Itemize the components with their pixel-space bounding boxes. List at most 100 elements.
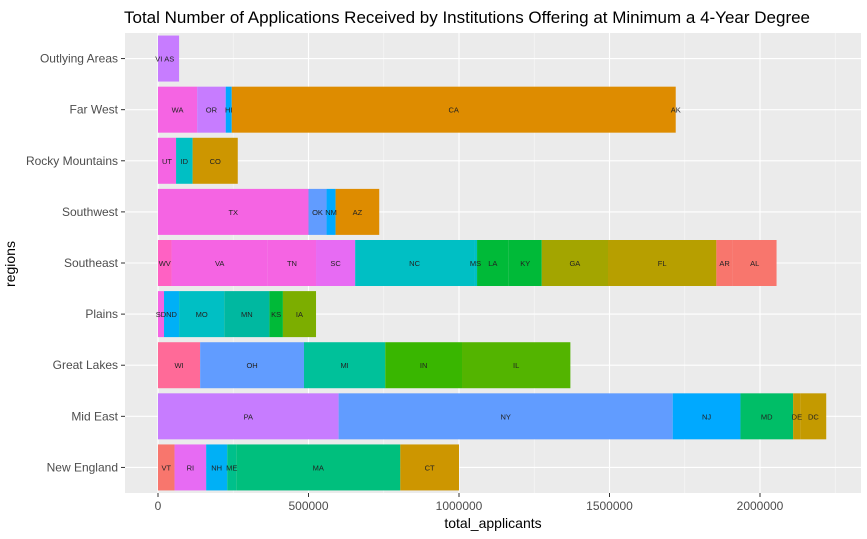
segment-label-ia: IA bbox=[296, 310, 303, 319]
bar-segment-pa bbox=[158, 393, 339, 440]
segment-label-ar: AR bbox=[719, 259, 730, 268]
segment-labels-layer: VT RI NH ME MA CT PA NY NJ MD DE DC WI OH MI IN IL SD ND MO… bbox=[155, 55, 819, 473]
bar-segment-mi bbox=[303, 342, 386, 389]
bars-layer bbox=[158, 35, 827, 491]
x-tick-label: 1000000 bbox=[436, 499, 483, 513]
bar-segment-dc bbox=[800, 393, 827, 440]
bar-segment-or bbox=[197, 86, 226, 133]
bar-segment-la bbox=[477, 240, 509, 286]
segment-label-de: DE bbox=[792, 412, 802, 421]
segment-label-me: ME bbox=[226, 463, 237, 472]
bar-segment-de bbox=[793, 393, 801, 440]
segment-label-oh: OH bbox=[246, 361, 257, 370]
segment-label-sc: SC bbox=[330, 259, 341, 268]
segment-label-wv: WV bbox=[159, 259, 171, 268]
y-tick-label: Outlying Areas bbox=[40, 52, 118, 66]
bar-segment-hi bbox=[225, 86, 232, 133]
x-tick-label: 1500000 bbox=[586, 499, 633, 513]
segment-label-ak: AK bbox=[671, 106, 681, 115]
bar-segment-ri bbox=[174, 444, 207, 491]
x-tick-label: 2000000 bbox=[737, 499, 784, 513]
segment-label-tn: TN bbox=[287, 259, 297, 268]
segment-label-ky: KY bbox=[520, 259, 530, 268]
bar-segment-al bbox=[732, 240, 777, 286]
segment-label-va: VA bbox=[215, 259, 224, 268]
segment-label-ny: NY bbox=[500, 412, 510, 421]
bar-segment-ct bbox=[400, 444, 459, 491]
segment-label-or: OR bbox=[206, 106, 218, 115]
bar-segment-ga bbox=[541, 240, 608, 286]
bar-segment-az bbox=[335, 188, 380, 235]
y-tick-label: New England bbox=[47, 460, 118, 474]
y-tick-label: Far West bbox=[70, 103, 119, 117]
bar-segment-fl bbox=[607, 240, 717, 286]
y-axis: New England Mid East Great Lakes Plains Sout… bbox=[26, 52, 125, 474]
bar-segment-ma bbox=[236, 444, 401, 491]
bar-segment-sc bbox=[316, 240, 356, 286]
bar-segment-ar bbox=[716, 240, 733, 286]
segment-label-nh: NH bbox=[211, 463, 222, 472]
bar-segment-ok bbox=[308, 188, 327, 235]
segment-label-ct: CT bbox=[425, 463, 435, 472]
y-axis-title: regions bbox=[2, 241, 18, 287]
segment-label-al: AL bbox=[750, 259, 759, 268]
bar-segment-ia bbox=[282, 291, 317, 338]
segment-label-nd: ND bbox=[166, 310, 177, 319]
segment-label-vt: VT bbox=[161, 463, 171, 472]
segment-label-co: CO bbox=[210, 157, 221, 166]
bar-segment-nc bbox=[355, 240, 475, 286]
segment-label-ma: MA bbox=[313, 463, 324, 472]
bar-segment-mn bbox=[224, 291, 270, 338]
bar-segment-tx bbox=[158, 188, 309, 235]
y-tick-label: Plains bbox=[85, 307, 118, 321]
bar-segment-il bbox=[462, 342, 571, 389]
bar-segment-wv bbox=[158, 240, 172, 286]
segment-label-hi: HI bbox=[225, 106, 233, 115]
bar-segment-wi bbox=[158, 342, 201, 389]
bar-segment-ny bbox=[338, 393, 673, 440]
chart-title: Total Number of Applications Received by… bbox=[124, 8, 810, 27]
segment-label-ga: GA bbox=[569, 259, 580, 268]
bar-segment-va bbox=[171, 240, 268, 286]
bar-segment-nj bbox=[672, 393, 741, 440]
segment-label-ut: UT bbox=[162, 157, 172, 166]
bar-segment-sd bbox=[158, 291, 165, 338]
segment-label-ks: KS bbox=[271, 310, 281, 319]
bar-segment-wa bbox=[158, 86, 198, 133]
bar-segment-as bbox=[159, 35, 180, 82]
segment-label-id: ID bbox=[181, 157, 189, 166]
bar-segment-mo bbox=[179, 291, 225, 338]
bar-segment-nh bbox=[206, 444, 228, 491]
segment-label-ri: RI bbox=[187, 463, 195, 472]
bar-segment-in bbox=[385, 342, 463, 389]
y-tick-label: Rocky Mountains bbox=[26, 154, 118, 168]
segment-label-ca: CA bbox=[449, 106, 459, 115]
segment-label-as: AS bbox=[164, 55, 174, 64]
bar-segment-nd bbox=[164, 291, 180, 338]
x-tick-label: 500000 bbox=[288, 499, 328, 513]
bar-segment-co bbox=[192, 137, 238, 184]
segment-label-dc: DC bbox=[808, 412, 819, 421]
segment-label-md: MD bbox=[761, 412, 773, 421]
segment-label-fl: FL bbox=[658, 259, 667, 268]
y-tick-label: Great Lakes bbox=[53, 358, 118, 372]
segment-label-tx: TX bbox=[228, 208, 238, 217]
bar-segment-oh bbox=[200, 342, 304, 389]
bar-segment-ms bbox=[474, 240, 478, 286]
segment-label-in: IN bbox=[420, 361, 428, 370]
x-axis-title: total_applicants bbox=[444, 515, 541, 531]
segment-label-vi: VI bbox=[155, 55, 162, 64]
y-tick-label: Southwest bbox=[62, 205, 119, 219]
x-tick-label: 0 bbox=[155, 499, 162, 513]
segment-label-nc: NC bbox=[409, 259, 420, 268]
bar-segment-ky bbox=[508, 240, 542, 286]
bar-segment-id bbox=[176, 137, 193, 184]
x-axis: 0 500000 1000000 1500000 2000000 bbox=[155, 493, 784, 513]
segment-label-mi: MI bbox=[340, 361, 348, 370]
bar-segment-vt bbox=[158, 444, 175, 491]
segment-label-la: LA bbox=[488, 259, 497, 268]
segment-label-ok: OK bbox=[312, 208, 323, 217]
bar-segment-ks bbox=[269, 291, 283, 338]
